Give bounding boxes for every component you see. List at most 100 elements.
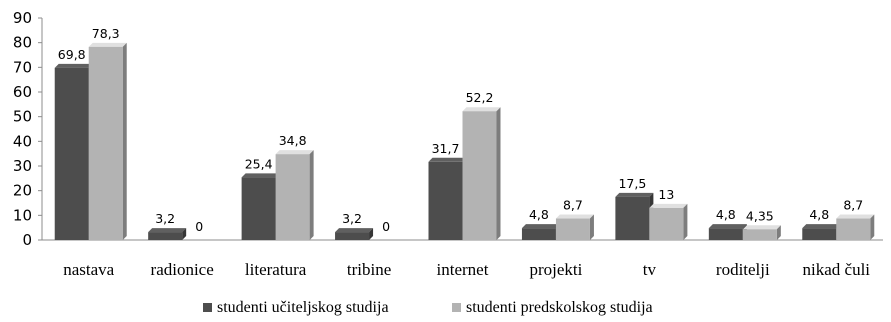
bar-front-face	[335, 232, 370, 240]
data-label: 31,7	[432, 141, 460, 156]
data-label: 0	[195, 219, 203, 234]
bar-front-face	[836, 218, 871, 240]
data-label: 34,8	[279, 133, 307, 148]
y-tick-label: 30	[13, 157, 32, 175]
bar-side-face	[870, 214, 875, 240]
category-label: projekti	[529, 260, 582, 279]
legend: studenti učiteljskog studija studenti pre…	[203, 299, 653, 316]
category-label: nastava	[63, 260, 114, 279]
category-label: tv	[643, 260, 657, 279]
data-label: 8,7	[843, 198, 863, 213]
legend-label: studenti predskolskog studija	[466, 299, 653, 316]
bar	[241, 173, 280, 240]
y-tick-label: 40	[13, 132, 32, 150]
bar	[335, 228, 374, 240]
bar-top-face	[428, 157, 467, 162]
bar-top-face	[521, 224, 560, 229]
bar-front-face	[521, 228, 556, 240]
y-tick-label: 10	[13, 206, 32, 224]
y-tick-label: 50	[13, 108, 32, 126]
data-label: 8,7	[563, 198, 583, 213]
bar	[836, 214, 875, 240]
y-tick-label: 70	[13, 58, 32, 76]
bar	[54, 63, 93, 241]
data-label: 3,2	[342, 211, 362, 226]
bar-top-face	[555, 214, 594, 219]
bar	[615, 192, 654, 240]
bar	[428, 157, 467, 240]
category-label: roditelji	[716, 260, 770, 279]
category-label: nikad čuli	[803, 260, 871, 279]
bar-front-face	[708, 228, 743, 240]
data-label: 17,5	[618, 176, 646, 191]
bar-front-face	[148, 232, 183, 240]
bar-side-face	[309, 150, 314, 240]
bar-side-face	[589, 214, 594, 240]
bar-top-face	[275, 150, 314, 155]
data-label: 0	[382, 219, 390, 234]
bar-front-face	[54, 67, 89, 241]
y-tick-label: 0	[22, 231, 32, 249]
bar-front-face	[88, 46, 123, 240]
bar	[521, 224, 560, 240]
data-label: 69,8	[58, 47, 86, 62]
bar-front-face	[802, 228, 837, 240]
bar-side-face	[122, 42, 127, 240]
y-tick-label: 60	[13, 83, 32, 101]
y-axis-ticks: 0 10 20 30 40 50 60 70 80 90	[13, 9, 42, 249]
bar	[148, 228, 187, 240]
category-label: internet	[437, 260, 489, 279]
bar-front-face	[615, 196, 650, 240]
legend-swatch	[203, 303, 212, 312]
bar-top-face	[708, 224, 747, 229]
data-labels-group: 69,8 78,3 3,2 0 25,4 34,8 3,2 0 31,7 52,2 4,8 8,7 17…	[58, 26, 863, 234]
bar-top-face	[462, 107, 501, 112]
bar	[462, 107, 501, 241]
bar-front-face	[555, 218, 590, 240]
bar-front-face	[742, 229, 777, 240]
category-label: radionice	[151, 260, 214, 279]
bar-top-face	[335, 228, 374, 233]
bar-top-face	[615, 192, 654, 197]
bar	[88, 42, 127, 240]
bar-side-face	[683, 203, 688, 240]
bar-top-face	[802, 224, 841, 229]
legend-swatch	[452, 303, 461, 312]
bar-side-face	[496, 107, 501, 241]
y-tick-label: 90	[13, 9, 32, 27]
bar-top-face	[742, 225, 781, 230]
bar-side-face	[776, 225, 781, 240]
legend-label: studenti učiteljskog studija	[217, 299, 389, 316]
data-label: 4,8	[809, 207, 829, 222]
data-label: 78,3	[92, 26, 120, 41]
bar	[742, 225, 781, 240]
bar	[275, 150, 314, 240]
bar	[802, 224, 841, 240]
bar	[649, 203, 688, 240]
data-label: 25,4	[245, 156, 273, 171]
x-axis-labels: nastava radionice literatura tribine interne…	[63, 260, 870, 279]
bar-front-face	[649, 207, 684, 240]
y-tick-label: 80	[13, 34, 32, 52]
data-label: 13	[658, 187, 674, 202]
y-tick-label: 20	[13, 182, 32, 200]
bar-top-face	[88, 42, 127, 47]
bar-front-face	[462, 111, 497, 241]
bar-top-face	[836, 214, 875, 219]
category-label: tribine	[347, 260, 391, 279]
bar-front-face	[428, 161, 463, 240]
bar	[708, 224, 747, 240]
bar-side-face	[182, 228, 187, 240]
bar-front-face	[275, 154, 310, 240]
data-label: 4,8	[716, 207, 736, 222]
bar-front-face	[241, 177, 276, 240]
data-label: 4,8	[529, 207, 549, 222]
bar-top-face	[54, 63, 93, 68]
bar-side-face	[369, 228, 374, 240]
bar-top-face	[148, 228, 187, 233]
bars-group	[54, 42, 875, 241]
bar-top-face	[649, 203, 688, 208]
data-label: 52,2	[466, 90, 494, 105]
bar	[555, 214, 594, 240]
